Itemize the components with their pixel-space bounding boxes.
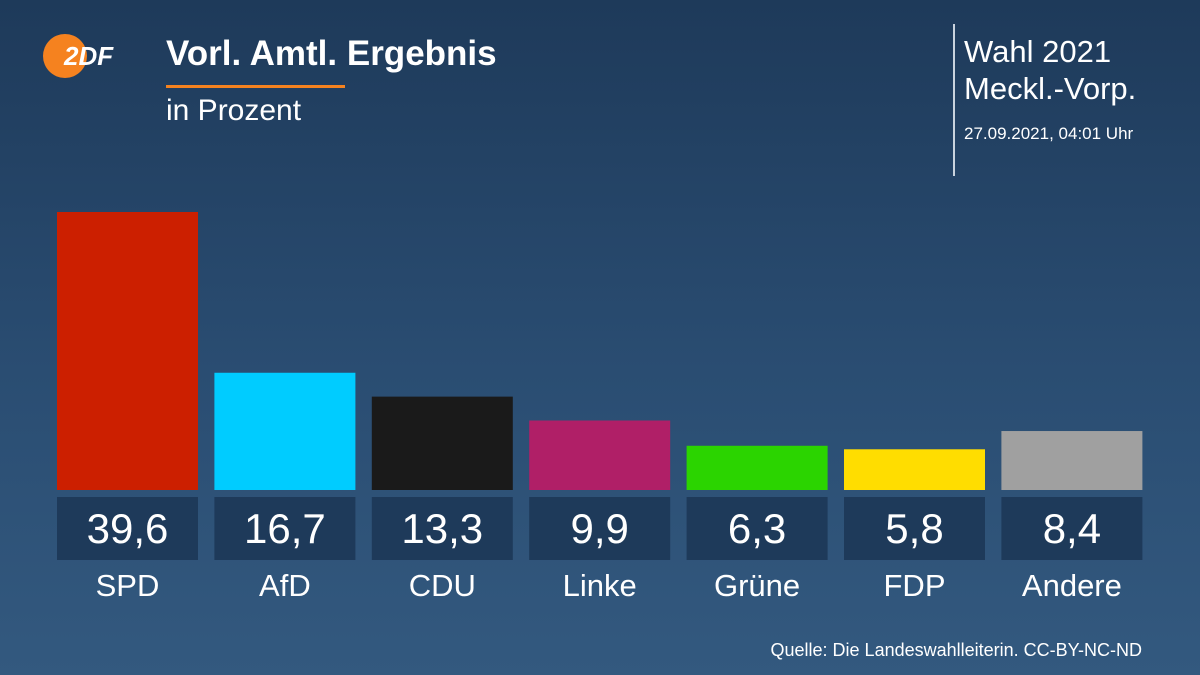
- source-note: Quelle: Die Landeswahlleiterin. CC-BY-NC…: [770, 640, 1142, 660]
- election-title: Wahl 2021 Meckl.-Vorp.: [964, 33, 1136, 107]
- category-label-gr-ne: Grüne: [714, 568, 800, 603]
- bar-fdp: [844, 449, 985, 490]
- bar-afd: [214, 372, 356, 490]
- category-label-spd: SPD: [96, 568, 160, 603]
- timestamp: 27.09.2021, 04:01 Uhr: [964, 124, 1134, 143]
- election-line-1: Wahl 2021: [964, 34, 1112, 69]
- value-box-cdu: [371, 497, 513, 560]
- logo-text: 2DF: [63, 41, 114, 71]
- value-box-fdp: [844, 497, 985, 560]
- bar-spd: [57, 212, 198, 490]
- value-box-spd: [57, 497, 198, 560]
- category-label-andere: Andere: [1022, 568, 1122, 603]
- zdf-logo: 2DF: [43, 34, 114, 78]
- value-label-andere: 8,4: [1043, 505, 1101, 552]
- value-box-linke: [529, 497, 671, 560]
- bar-andere: [1001, 431, 1143, 490]
- value-label-afd: 16,7: [244, 505, 326, 552]
- category-label-cdu: CDU: [409, 568, 476, 603]
- category-label-afd: AfD: [259, 568, 311, 603]
- value-box-gr-ne: [686, 497, 828, 560]
- value-label-fdp: 5,8: [885, 505, 943, 552]
- value-label-gr-ne: 6,3: [728, 505, 786, 552]
- chart-subtitle: in Prozent: [166, 94, 302, 127]
- value-box-afd: [214, 497, 356, 560]
- title-underline: [166, 85, 345, 88]
- value-box-andere: [1001, 497, 1143, 560]
- bar-cdu: [371, 396, 513, 490]
- election-line-2: Meckl.-Vorp.: [964, 71, 1137, 106]
- value-label-spd: 39,6: [87, 505, 169, 552]
- bar-gr-ne: [686, 445, 828, 490]
- category-label-fdp: FDP: [884, 568, 946, 603]
- header-divider: [953, 24, 955, 176]
- value-label-cdu: 13,3: [401, 505, 483, 552]
- value-label-linke: 9,9: [571, 505, 629, 552]
- category-label-linke: Linke: [563, 568, 637, 603]
- bar-linke: [529, 420, 671, 490]
- chart-title: Vorl. Amtl. Ergebnis: [166, 34, 497, 73]
